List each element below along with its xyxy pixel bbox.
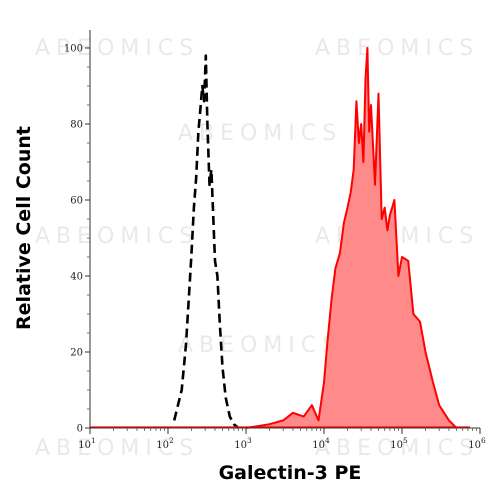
y-tick-label: 20	[70, 348, 83, 359]
y-tick-label: 0	[77, 424, 83, 435]
watermark-text: ABEOMICS	[35, 36, 199, 61]
plot-area	[90, 47, 470, 429]
watermark-text: ABEOMICS	[178, 333, 342, 358]
x-axis-title: Galectin-3 PE	[219, 462, 362, 484]
watermark-text: ABEOMICS	[315, 36, 479, 61]
y-axis-title: Relative Cell Count	[13, 126, 35, 330]
x-tick-label: 104	[312, 436, 330, 451]
axes: 0 20 40 60 80 100 101 102 103 104 105 106	[64, 30, 486, 451]
watermark-text: ABEOMICS	[178, 121, 342, 146]
watermark-text: ABEOMICS	[315, 436, 479, 461]
watermark-text: ABEOMICS	[35, 436, 199, 461]
watermark-text: ABEOMICS	[35, 224, 199, 249]
x-tick-label: 102	[156, 436, 174, 451]
isotype-control-histogram	[172, 54, 240, 429]
x-tick-label: 103	[234, 436, 252, 451]
y-tick-label: 100	[64, 44, 83, 55]
sample-histogram-outline	[245, 47, 458, 429]
x-tick-label: 106	[468, 436, 486, 451]
y-tick-label: 40	[70, 272, 83, 283]
x-tick-label: 101	[78, 436, 96, 451]
sample-histogram-fill	[246, 48, 457, 428]
y-tick-label: 60	[70, 196, 83, 207]
x-tick-label: 105	[390, 436, 408, 451]
y-tick-label: 80	[70, 120, 83, 131]
